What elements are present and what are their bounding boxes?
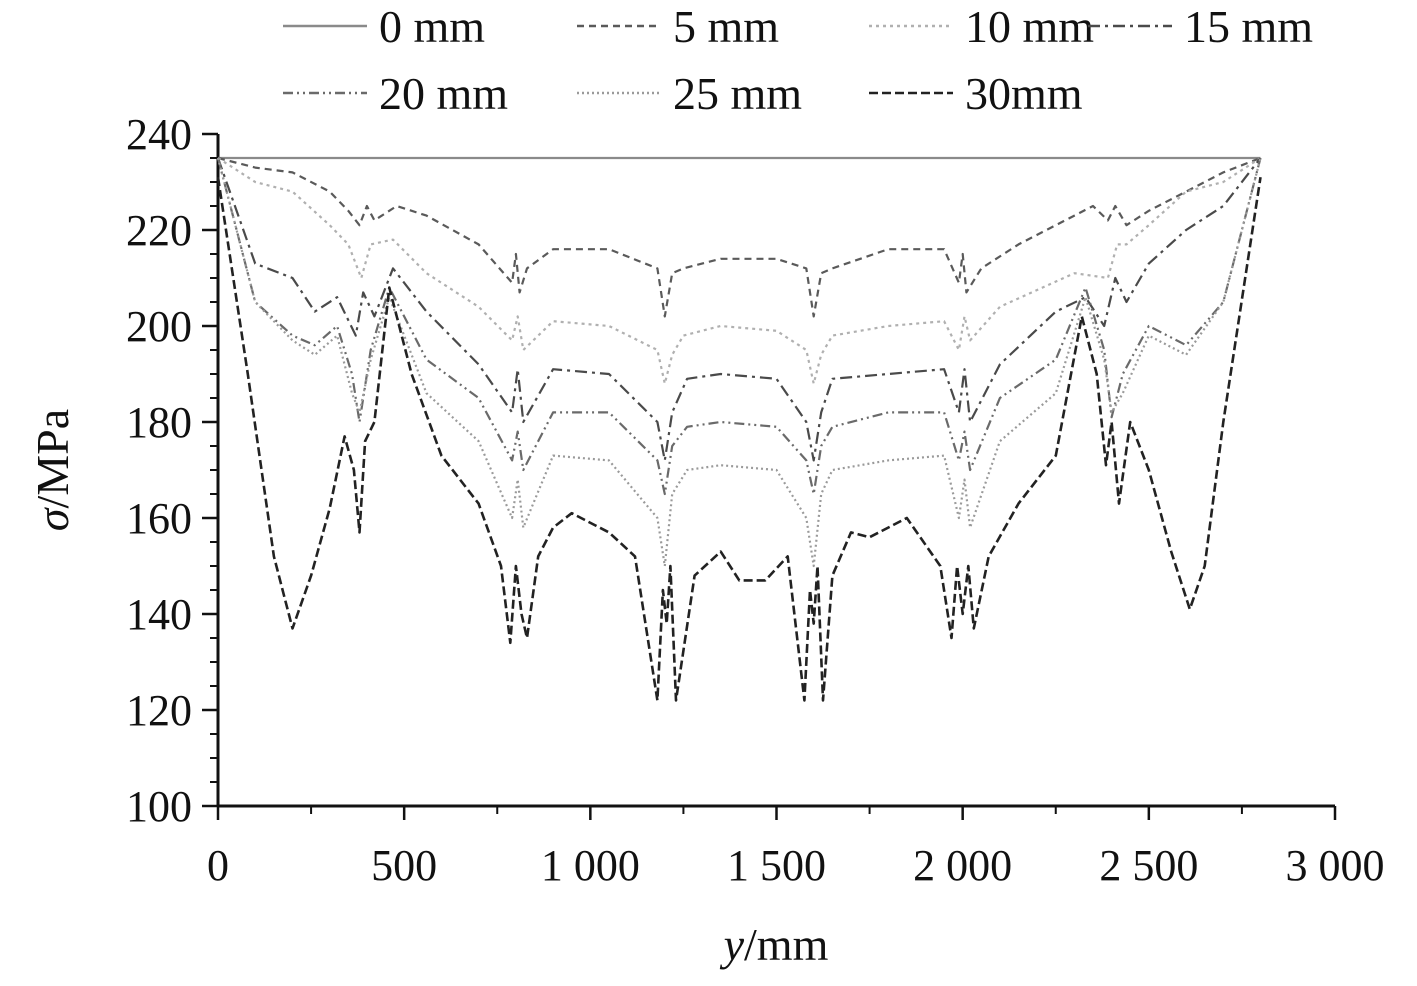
y-axis-label: σ/MPa: [27, 409, 78, 531]
series-line-15-mm: [216, 157, 1262, 462]
legend-item: 15 mm: [1088, 1, 1313, 52]
legend-label: 10 mm: [965, 1, 1094, 52]
chart-legend: 0 mm 5 mm 10 mm 15 mm 20 mm 25 mm 30mm: [283, 1, 1313, 119]
x-tick-label: 1 000: [541, 841, 640, 890]
x-axis-label: y/mm: [720, 919, 829, 970]
legend-label: 30mm: [965, 68, 1083, 119]
legend-item: 5 mm: [577, 1, 779, 52]
series-line-10-mm: [217, 157, 1262, 385]
legend-label: 25 mm: [673, 68, 802, 119]
legend-item: 30mm: [869, 68, 1083, 119]
y-tick-label: 160: [126, 494, 192, 543]
y-axis-label-symbol: σ: [27, 506, 78, 531]
legend-label: 5 mm: [673, 1, 779, 52]
chart-axes: 100 120 140 160 180 200 220 240 0 500 1 000 1 500 2 …: [126, 110, 1385, 890]
series-layer: [216, 156, 1262, 702]
y-tick-label: 120: [126, 686, 192, 735]
x-tick-label: 2 000: [913, 841, 1012, 890]
legend-label: 0 mm: [379, 1, 485, 52]
legend-item: 10 mm: [869, 1, 1094, 52]
legend-label: 20 mm: [379, 68, 508, 119]
x-tick-label: 2 500: [1099, 841, 1198, 890]
series-line-30mm: [216, 177, 1262, 702]
axis-labels: y/mm σ/MPa: [27, 409, 829, 970]
y-tick-label: 180: [126, 398, 192, 447]
series-line-25-mm: [216, 157, 1262, 568]
legend-item: 20 mm: [283, 68, 508, 119]
y-tick-label: 220: [126, 206, 192, 255]
y-tick-label: 100: [126, 782, 192, 831]
x-tick-label: 3 000: [1286, 841, 1385, 890]
legend-item: 0 mm: [283, 1, 485, 52]
legend-item: 25 mm: [577, 68, 802, 119]
x-tick-label: 0: [207, 841, 229, 890]
x-tick-label: 500: [371, 841, 437, 890]
legend-label: 15 mm: [1184, 1, 1313, 52]
x-tick-label: 1 500: [727, 841, 826, 890]
x-axis-label-symbol: y: [720, 919, 745, 970]
y-tick-label: 140: [126, 590, 192, 639]
y-tick-label: 200: [126, 302, 192, 351]
y-tick-label: 240: [126, 110, 192, 159]
series-line-5-mm: [217, 156, 1261, 318]
x-axis-label-unit: /mm: [744, 919, 829, 970]
y-axis-label-unit: /MPa: [27, 409, 78, 509]
